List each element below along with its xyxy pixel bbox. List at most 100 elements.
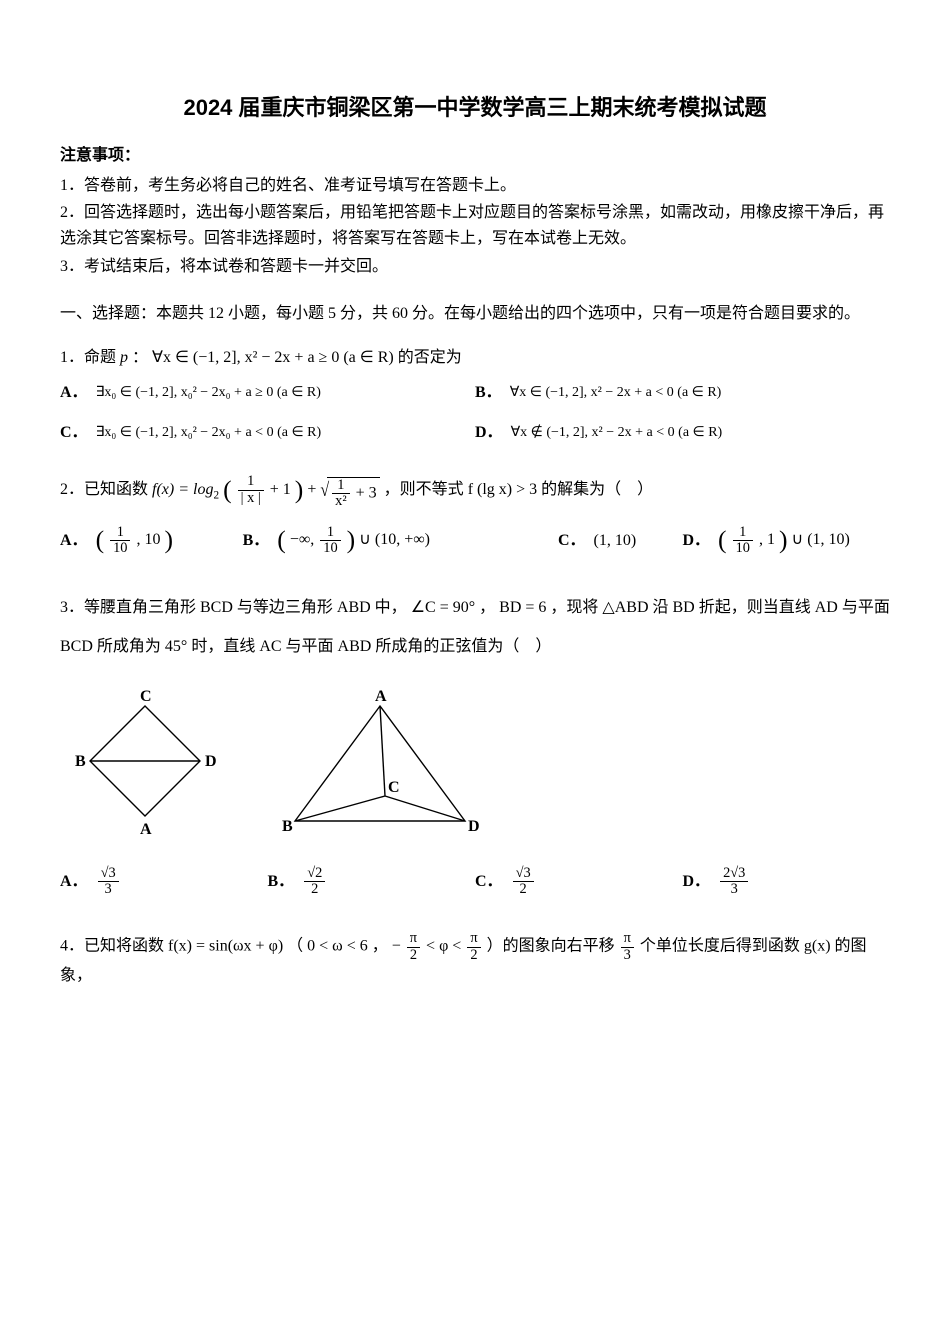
q1-D-text: ∀x ∉ (−1, 2], x² − 2x + a < 0 (a ∈ R) xyxy=(511,422,723,444)
q2-suffix: 的解集为（ ） xyxy=(541,481,653,498)
opt-label-C: C． xyxy=(558,528,586,554)
q1-options: A． ∃x₀ ∈ (−1, 2], x₀² − 2x₀ + a ≥ 0 (a ∈… xyxy=(60,380,890,459)
diagram-right-icon: A B D C xyxy=(280,686,480,836)
notice-item-2: 2．回答选择题时，选出每小题答案后，用铅笔把答题卡上对应题目的答案标号涂黑，如需… xyxy=(60,200,890,251)
notice-item-1: 1．答卷前，考生务必将自己的姓名、准考证号填写在答题卡上。 xyxy=(60,173,890,199)
q2B-num: 1 xyxy=(320,525,340,541)
q3B-num: √2 xyxy=(304,866,325,882)
q2-frac1-num: 1 xyxy=(238,474,264,490)
opt-label-B: B． xyxy=(243,528,270,554)
opt-label-D: D． xyxy=(475,420,503,446)
opt-label-A: A． xyxy=(60,380,88,406)
question-3: 3．等腰直角三角形 BCD 与等边三角形 ABD 中， ∠C = 90° ， B… xyxy=(60,589,890,666)
label-B: B xyxy=(75,753,86,770)
q1-prefix: 1．命题 xyxy=(60,349,116,366)
q2-A-text: ( 110 , 10 ) xyxy=(96,520,173,561)
q3-line2a: BCD 所成角为 xyxy=(60,638,161,655)
opt-label-B: B． xyxy=(268,869,295,895)
q3-c1: ， xyxy=(479,599,495,616)
section-1-intro: 一、选择题：本题共 12 小题，每小题 5 分，共 60 分。在每小题给出的四个… xyxy=(60,301,890,327)
label-A: A xyxy=(140,821,152,836)
opt-label-C: C． xyxy=(60,420,88,446)
q1-opt-D: D． ∀x ∉ (−1, 2], x² − 2x + a < 0 (a ∈ R) xyxy=(475,420,890,446)
q1-C-text: ∃x₀ ∈ (−1, 2], x₀² − 2x₀ + a < 0 (a ∈ R) xyxy=(96,422,322,444)
q1-B-text: ∀x ∈ (−1, 2], x² − 2x + a < 0 (a ∈ R) xyxy=(510,382,722,404)
q2-logbase: 2 xyxy=(213,489,219,501)
q2A-num: 1 xyxy=(110,525,130,541)
q2B-den: 10 xyxy=(320,541,340,556)
q4-cond1: 0 < ω < 6 xyxy=(307,938,368,955)
q2-ineq: f (lg x) > 3 xyxy=(468,481,537,498)
q2-B-text: ( −∞, 110 ) ∪ (10, +∞) xyxy=(277,520,430,561)
q1-suffix: 的否定为 xyxy=(398,349,462,366)
question-1: 1．命题 p ： ∀x ∈ (−1, 2], x² − 2x + a ≥ 0 (… xyxy=(60,345,890,371)
q4sb: 3 xyxy=(621,948,634,963)
q2-opt-A: A． ( 110 , 10 ) xyxy=(60,520,243,561)
q2-mid: ，则不等式 xyxy=(384,481,464,498)
q3-45: 45° xyxy=(165,638,187,655)
paren-open-icon: ( xyxy=(223,475,232,504)
label-D: D xyxy=(205,753,217,770)
q2-fx: f(x) = log2 ( 1 | x | + 1 ) + 1 x² + 3 xyxy=(152,470,380,511)
q3-line1c: 沿 BD 折起，则当直线 AD 与平面 xyxy=(653,599,890,616)
opt-label-C: C． xyxy=(475,869,503,895)
q2-plus1: + 1 xyxy=(270,481,291,498)
label-C: C xyxy=(140,688,152,705)
q3B-den: 2 xyxy=(304,882,325,897)
q2-fhead: f(x) = log xyxy=(152,481,213,498)
q3-options: A． √33 B． √22 C． √32 D． 2√33 xyxy=(60,866,890,907)
label-A2: A xyxy=(375,688,387,705)
q3C-den: 2 xyxy=(513,882,534,897)
label-C2: C xyxy=(388,779,400,796)
q2-opt-D: D． ( 110 , 1 ) ∪ (1, 10) xyxy=(682,520,890,561)
q3-line2b: 时，直线 AC 与平面 ABD 所成角的正弦值为（ ） xyxy=(191,638,551,655)
q2-C-text: (1, 10) xyxy=(594,528,637,554)
q1-colon: ： xyxy=(132,349,148,366)
opt-label-B: B． xyxy=(475,380,502,406)
page-title: 2024 届重庆市铜梁区第一中学数学高三上期末统考模拟试题 xyxy=(60,90,890,125)
q3-line1a: 3．等腰直角三角形 BCD 与等边三角形 ABD 中， xyxy=(60,599,407,616)
q2-prefix: 2．已知函数 xyxy=(60,481,148,498)
q1-p: p xyxy=(120,349,128,366)
q2A-tail: , 10 xyxy=(136,532,160,549)
q2D-tail: ∪ (1, 10) xyxy=(792,532,850,549)
q2-frac2: 1 x² xyxy=(332,478,350,509)
paren-close-icon: ) xyxy=(295,475,304,504)
q4-f: f(x) = sin(ωx + φ) xyxy=(168,938,283,955)
q4c2a: π xyxy=(407,931,420,947)
q2-plus: + xyxy=(307,481,320,498)
question-2: 2．已知函数 f(x) = log2 ( 1 | x | + 1 ) + 1 x… xyxy=(60,470,890,511)
q3-line1b: ，现将 xyxy=(550,599,598,616)
q3-BD: BD = 6 xyxy=(499,599,546,616)
q3A-num: √3 xyxy=(98,866,119,882)
q2-opt-C: C． (1, 10) xyxy=(558,528,683,554)
q2-frac1-den: | x | xyxy=(238,491,264,506)
q3-opt-C: C． √32 xyxy=(475,866,683,897)
q4c2a2: π xyxy=(467,931,480,947)
q4c2mid: < φ < xyxy=(426,938,465,955)
opt-label-D: D． xyxy=(682,528,710,554)
q2-D-text: ( 110 , 1 ) ∪ (1, 10) xyxy=(718,520,850,561)
q1-opt-A: A． ∃x₀ ∈ (−1, 2], x₀² − 2x₀ + a ≥ 0 (a ∈… xyxy=(60,380,475,406)
q2B-pre: −∞, xyxy=(290,532,318,549)
q2D-den: 10 xyxy=(733,541,753,556)
q2-frac2-den: x² xyxy=(332,494,350,509)
q4-popen: （ xyxy=(287,938,303,955)
q4sa: π xyxy=(621,931,634,947)
opt-label-A: A． xyxy=(60,869,88,895)
q2D-num: 1 xyxy=(733,525,753,541)
q3-diagrams: C B D A A B D C xyxy=(70,686,890,836)
q3-opt-B: B． √22 xyxy=(268,866,476,897)
q2-frac1: 1 | x | xyxy=(238,474,264,505)
q3D-num: 2√3 xyxy=(720,866,748,882)
q2D-mid: , 1 xyxy=(759,532,775,549)
q1-opt-B: B． ∀x ∈ (−1, 2], x² − 2x + a < 0 (a ∈ R) xyxy=(475,380,890,406)
q4c2b: 2 xyxy=(407,948,420,963)
q3-opt-D: D． 2√33 xyxy=(683,866,891,897)
q3D-den: 3 xyxy=(720,882,748,897)
q3-angleC: ∠C = 90° xyxy=(411,599,475,616)
diagram-left-icon: C B D A xyxy=(70,686,220,836)
q3A-den: 3 xyxy=(98,882,119,897)
q2-frac2-num: 1 xyxy=(332,478,350,494)
q4c2b2: 2 xyxy=(467,948,480,963)
